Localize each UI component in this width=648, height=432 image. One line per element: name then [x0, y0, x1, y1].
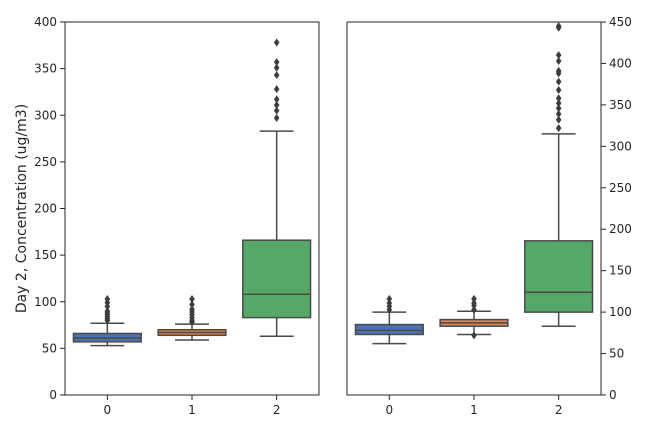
- outlier-point: [273, 114, 280, 123]
- outlier-point: [555, 99, 562, 108]
- x-tick-label: 0: [104, 403, 112, 417]
- outlier-point: [555, 51, 562, 60]
- y-tick-label: 400: [34, 15, 57, 29]
- y-tick-label: 250: [34, 155, 57, 169]
- x-tick-label: 2: [273, 403, 281, 417]
- outlier-point: [555, 56, 562, 65]
- y-tick-label: 300: [34, 108, 57, 122]
- outlier-point: [471, 298, 477, 307]
- outlier-point: [555, 66, 562, 75]
- outlier-point: [273, 38, 280, 47]
- x-tick-label: 1: [188, 403, 196, 417]
- y-tick-label: 50: [42, 341, 57, 355]
- y-tick-label: 400: [609, 56, 632, 70]
- box-0: [354, 323, 424, 336]
- outlier-point: [555, 85, 562, 94]
- y-tick-label: 150: [34, 248, 57, 262]
- outlier-point: [273, 85, 280, 94]
- y-tick-label: 0: [49, 388, 57, 402]
- outlier-point: [471, 331, 477, 340]
- outlier-point: [273, 100, 280, 109]
- y-tick-label: 100: [34, 295, 57, 309]
- y-tick-label: 250: [609, 181, 632, 195]
- box-2: [524, 240, 594, 313]
- chart-panel-1: 0 1 2 0 50 100 150 200 250 300 350 400 450: [346, 15, 632, 417]
- box-group-1: [439, 294, 509, 340]
- outlier-point: [555, 94, 562, 103]
- y-tick-label: 200: [609, 222, 632, 236]
- y-tick-label: 150: [609, 264, 632, 278]
- box-group-2: [242, 38, 312, 338]
- outlier-point: [555, 77, 562, 86]
- outlier-point: [555, 115, 562, 124]
- outlier-point: [104, 307, 111, 316]
- x-tick-label: 2: [555, 403, 563, 417]
- outlier-point: [555, 110, 562, 119]
- outlier-point: [471, 305, 477, 314]
- outlier-point: [386, 298, 393, 307]
- outlier-point: [104, 294, 111, 303]
- y-axis-label: Day 2, Concentration (ug/m3): [14, 104, 30, 313]
- outlier-point: [555, 104, 562, 113]
- outlier-point: [471, 294, 477, 303]
- y-tick-label: 350: [34, 62, 57, 76]
- outlier-point: [273, 106, 280, 115]
- outlier-point: [273, 63, 280, 72]
- y-tick-label: 350: [609, 98, 632, 112]
- x-tick-label: 1: [470, 403, 478, 417]
- box-group-0: [354, 294, 424, 345]
- outlier-point: [273, 95, 280, 104]
- y-tick-label: 200: [34, 202, 57, 216]
- y-tick-label: 50: [609, 347, 624, 361]
- outlier-point: [273, 71, 280, 80]
- outlier-point: [273, 58, 280, 67]
- outlier-point: [555, 22, 562, 31]
- y-tick-label: 100: [609, 305, 632, 319]
- box-group-2: [524, 22, 594, 327]
- outlier-point: [555, 124, 562, 133]
- y-tick-label: 450: [609, 15, 632, 29]
- y-tick-label: 0: [609, 388, 617, 402]
- box-group-0: [72, 294, 142, 347]
- chart-panel-0: 0 1 2 0 50 100 150 200 250 300 350 400 Day 2, Concen…: [14, 15, 320, 417]
- y-tick-label: 300: [609, 139, 632, 153]
- x-tick-label: 0: [386, 403, 394, 417]
- outlier-point: [386, 294, 393, 303]
- box-group-1: [157, 294, 227, 341]
- outlier-point: [189, 294, 195, 303]
- outlier-point: [189, 305, 195, 314]
- box-2: [242, 239, 312, 319]
- outlier-point: [189, 300, 195, 309]
